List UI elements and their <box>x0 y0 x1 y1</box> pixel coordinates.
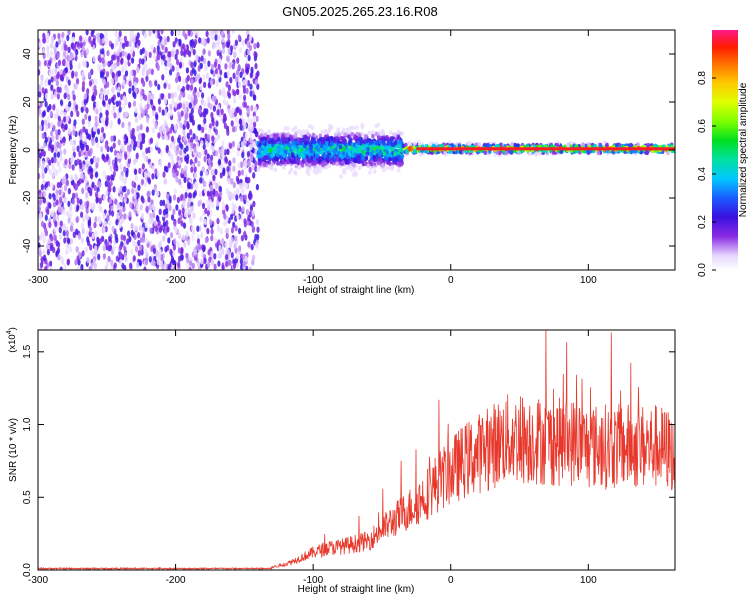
spectrogram-x-tick-label: 0 <box>448 275 454 286</box>
colorbar-tick-label: 0.6 <box>697 119 708 133</box>
spectrogram-y-tick-label: 40 <box>22 48 33 60</box>
spectrogram-y-tick-label: 20 <box>22 96 33 108</box>
snr-panel: -300 -200 -100 0 100 0.0 0.5 1.0 1.5 Height of … <box>6 327 676 595</box>
spectrogram-y-tick-label: 0 <box>22 147 33 153</box>
snr-x-tick-label: -100 <box>303 575 323 586</box>
snr-x-label: Height of straight line (km) <box>298 584 415 595</box>
snr-x-tick-label: 0 <box>448 575 454 586</box>
spectrogram-y-tick-label: -20 <box>22 190 33 205</box>
colorbar-tick-label: 0.8 <box>697 71 708 85</box>
snr-frame <box>37 329 676 571</box>
heatmap-region-1 <box>256 122 405 179</box>
spectrogram-y-label: Frequency (Hz) <box>8 116 19 185</box>
spectrogram-heatmap <box>38 30 675 270</box>
colorbar-gradient <box>712 30 738 270</box>
spectrogram-x-tick-label: 100 <box>580 275 597 286</box>
heatmap-region-0 <box>38 30 260 270</box>
snr-x-tick-label: 100 <box>580 575 597 586</box>
colorbar-tick-label: 0.0 <box>697 263 708 277</box>
snr-y-tick-label: 1.5 <box>22 344 33 358</box>
snr-y-tick-label: 0.0 <box>22 563 33 577</box>
colorbar-tick-label: 0.4 <box>697 167 708 181</box>
snr-y-tick-label: 1.0 <box>22 417 33 431</box>
spectrogram-x-label: Height of straight line (km) <box>298 285 415 296</box>
spectrogram-x-tick-label: -300 <box>28 275 48 286</box>
spectrogram-y-ticks: -40 -20 0 20 40 <box>22 48 675 253</box>
snr-series-line <box>38 330 675 570</box>
snr-plot-area <box>38 330 675 570</box>
svg-text:(x104): (x104) <box>6 327 18 353</box>
snr-y-multiplier: (x104) <box>6 327 18 353</box>
snr-x-tick-label: -300 <box>28 575 48 586</box>
snr-y-label: SNR (10 * v/v) <box>8 418 19 482</box>
spectrogram-x-tick-label: -100 <box>303 275 323 286</box>
spectrogram-x-ticks: -300 -200 -100 0 100 <box>28 30 597 286</box>
colorbar-tick-label: 0.2 <box>697 215 708 229</box>
colorbar-label: Normalized spectral amplitude <box>738 82 749 217</box>
snr-x-ticks: -300 -200 -100 0 100 <box>28 330 597 586</box>
colorbar: 0.0 0.2 0.4 0.6 0.8 Normalized spectral ampl… <box>697 30 749 277</box>
spectrogram-y-tick-label: -40 <box>22 238 33 253</box>
snr-x-tick-label: -200 <box>166 575 186 586</box>
snr-y-tick-label: 0.5 <box>22 490 33 504</box>
heatmap-region-2 <box>400 140 675 158</box>
snr-y-ticks: 0.0 0.5 1.0 1.5 <box>22 344 675 577</box>
chart-title: GN05.2025.265.23.16.R08 <box>282 4 437 19</box>
spectrogram-x-tick-label: -200 <box>166 275 186 286</box>
colorbar-ticks: 0.0 0.2 0.4 0.6 0.8 <box>697 71 716 277</box>
